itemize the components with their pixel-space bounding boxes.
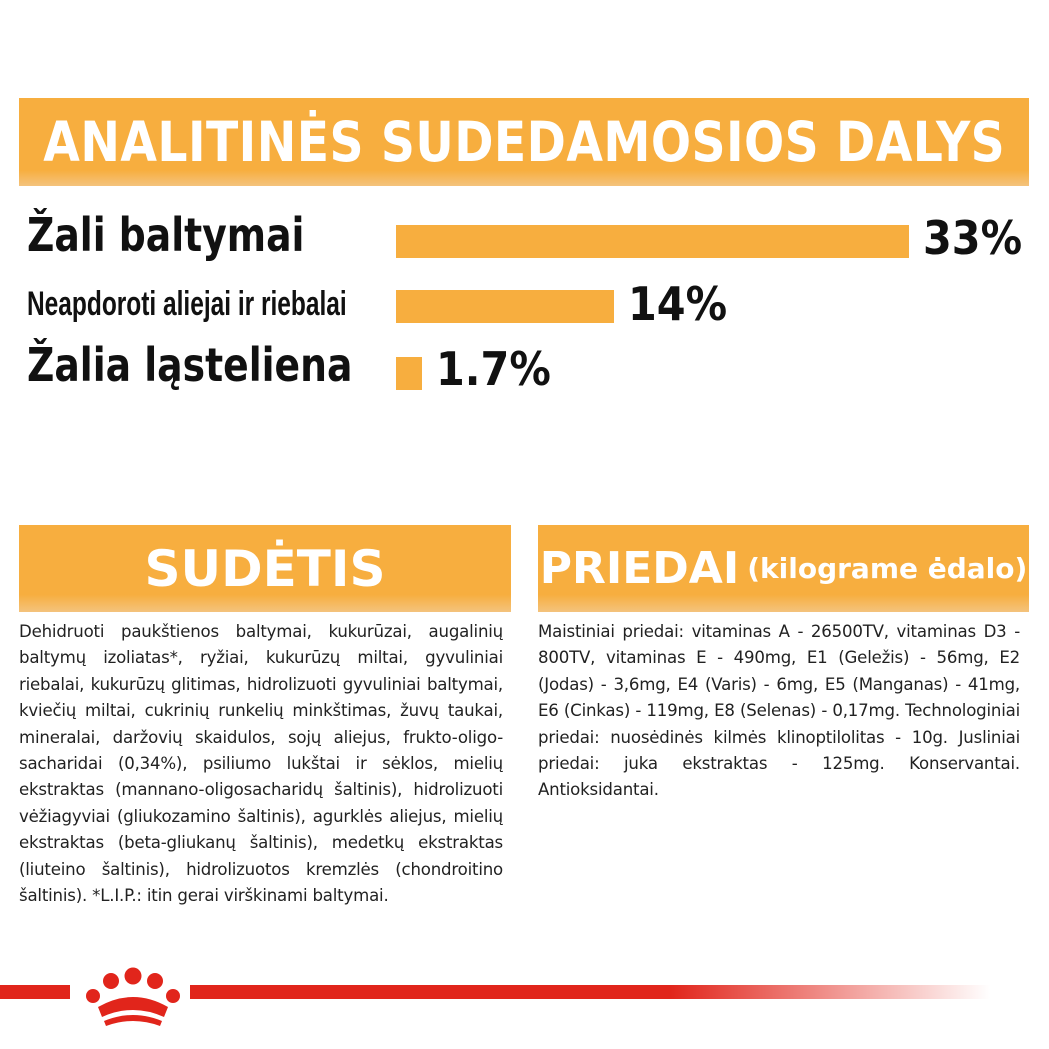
protein-label: Žali baltymai (27, 208, 305, 262)
additives-header: PRIEDAI (kilograme ėdalo) (538, 525, 1029, 612)
composition-title: SUDĖTIS (144, 539, 386, 598)
protein-bar (396, 225, 909, 258)
composition-text: Dehidruoti paukštienos baltymai, kukurūz… (19, 622, 503, 906)
fibre-label: Žalia ląsteliena (27, 338, 353, 392)
royal-canin-crown-icon (86, 967, 180, 1026)
fat-value: 14% (628, 277, 728, 331)
fat-label: Neapdoroti aliejai ir riebalai (27, 285, 347, 323)
protein-value: 33% (923, 211, 1023, 265)
fibre-value: 1.7% (436, 342, 551, 396)
fat-bar (396, 290, 614, 323)
brand-line-right (190, 985, 990, 999)
additives-title: PRIEDAI (539, 543, 740, 594)
analytic-title: ANALITINĖS SUDEDAMOSIOS DALYS (43, 110, 1005, 174)
additives-text: Maistiniai priedai: vitaminas A - 26500T… (538, 622, 1020, 800)
fibre-bar (396, 357, 422, 390)
additives-subtitle: (kilograme ėdalo) (747, 552, 1028, 585)
composition-header: SUDĖTIS (19, 525, 511, 612)
brand-line-left (0, 985, 70, 999)
analytic-banner: ANALITINĖS SUDEDAMOSIOS DALYS (19, 98, 1029, 186)
